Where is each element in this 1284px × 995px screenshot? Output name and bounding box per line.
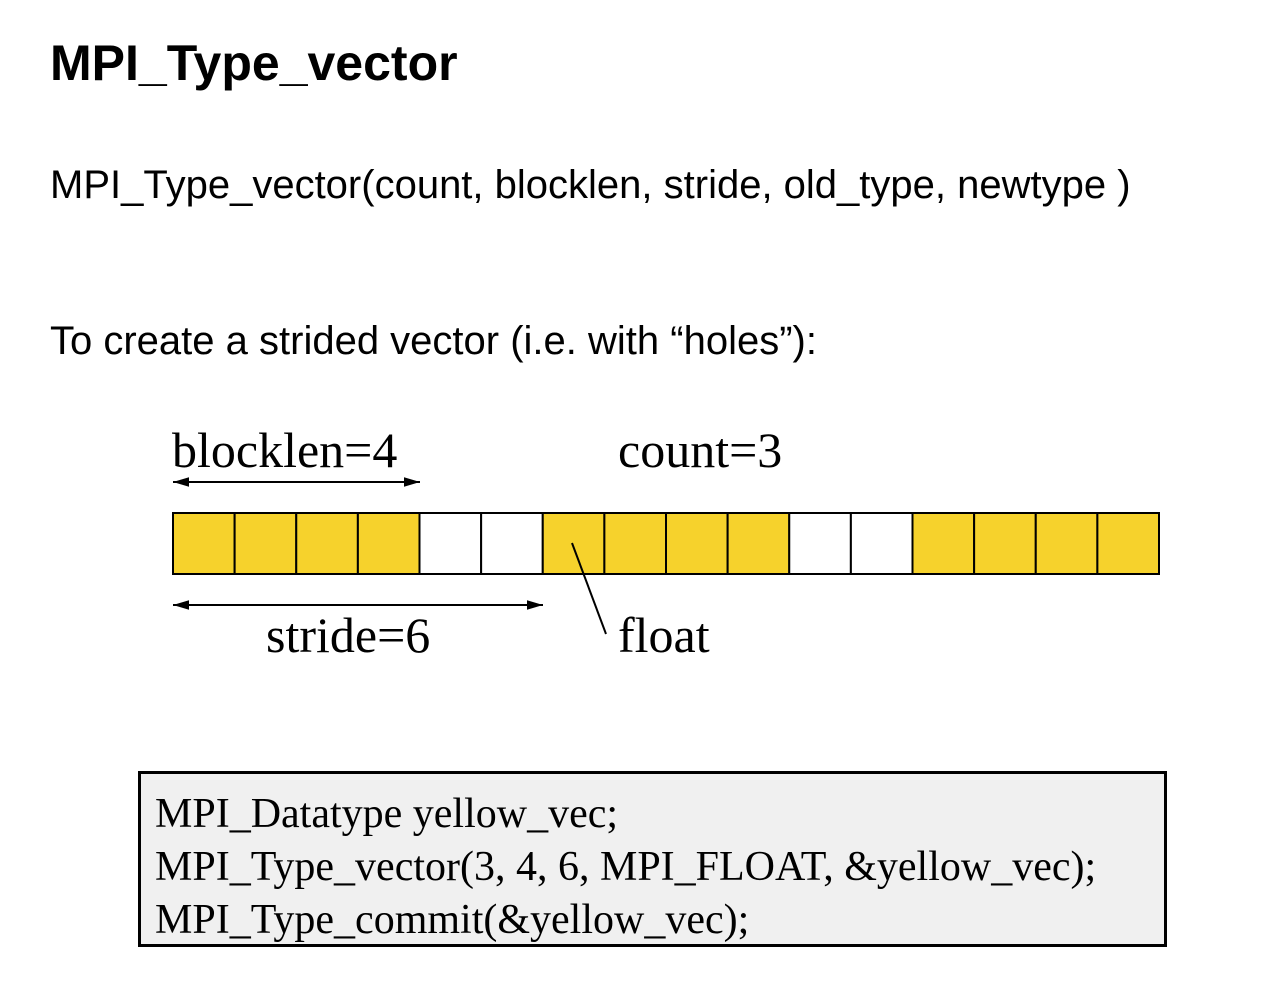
filled-cell <box>541 512 606 575</box>
float-label: float <box>618 607 710 663</box>
count-label: count=3 <box>618 422 782 478</box>
filled-cell <box>911 512 976 575</box>
function-signature: MPI_Type_vector(count, blocklen, stride,… <box>50 163 1131 207</box>
code-box: MPI_Datatype yellow_vec; MPI_Type_vector… <box>138 771 1167 947</box>
filled-cell <box>1096 512 1160 575</box>
code-line-declare: MPI_Datatype yellow_vec; <box>155 791 619 837</box>
code-line-commit: MPI_Type_commit(&yellow_vec); <box>155 897 750 943</box>
filled-cell <box>1034 512 1099 575</box>
stride-label: stride=6 <box>266 607 430 663</box>
filled-cell <box>726 512 791 575</box>
float-pointer-line <box>571 542 607 635</box>
page-title: MPI_Type_vector <box>50 35 458 91</box>
filled-cell <box>172 512 236 575</box>
empty-cell <box>418 512 483 575</box>
filled-cell <box>973 512 1037 575</box>
empty-cell <box>849 512 914 575</box>
filled-cell <box>233 512 298 575</box>
intro-text: To create a strided vector (i.e. with “h… <box>50 319 817 363</box>
code-line-vector: MPI_Type_vector(3, 4, 6, MPI_FLOAT, &yel… <box>155 844 1097 890</box>
empty-cell <box>480 512 544 575</box>
blocklen-label: blocklen=4 <box>172 422 397 478</box>
filled-cell <box>603 512 667 575</box>
empty-cell <box>788 512 852 575</box>
filled-cell <box>295 512 359 575</box>
filled-cell <box>356 512 421 575</box>
filled-cell <box>665 512 729 575</box>
vector-cells <box>172 512 1160 575</box>
